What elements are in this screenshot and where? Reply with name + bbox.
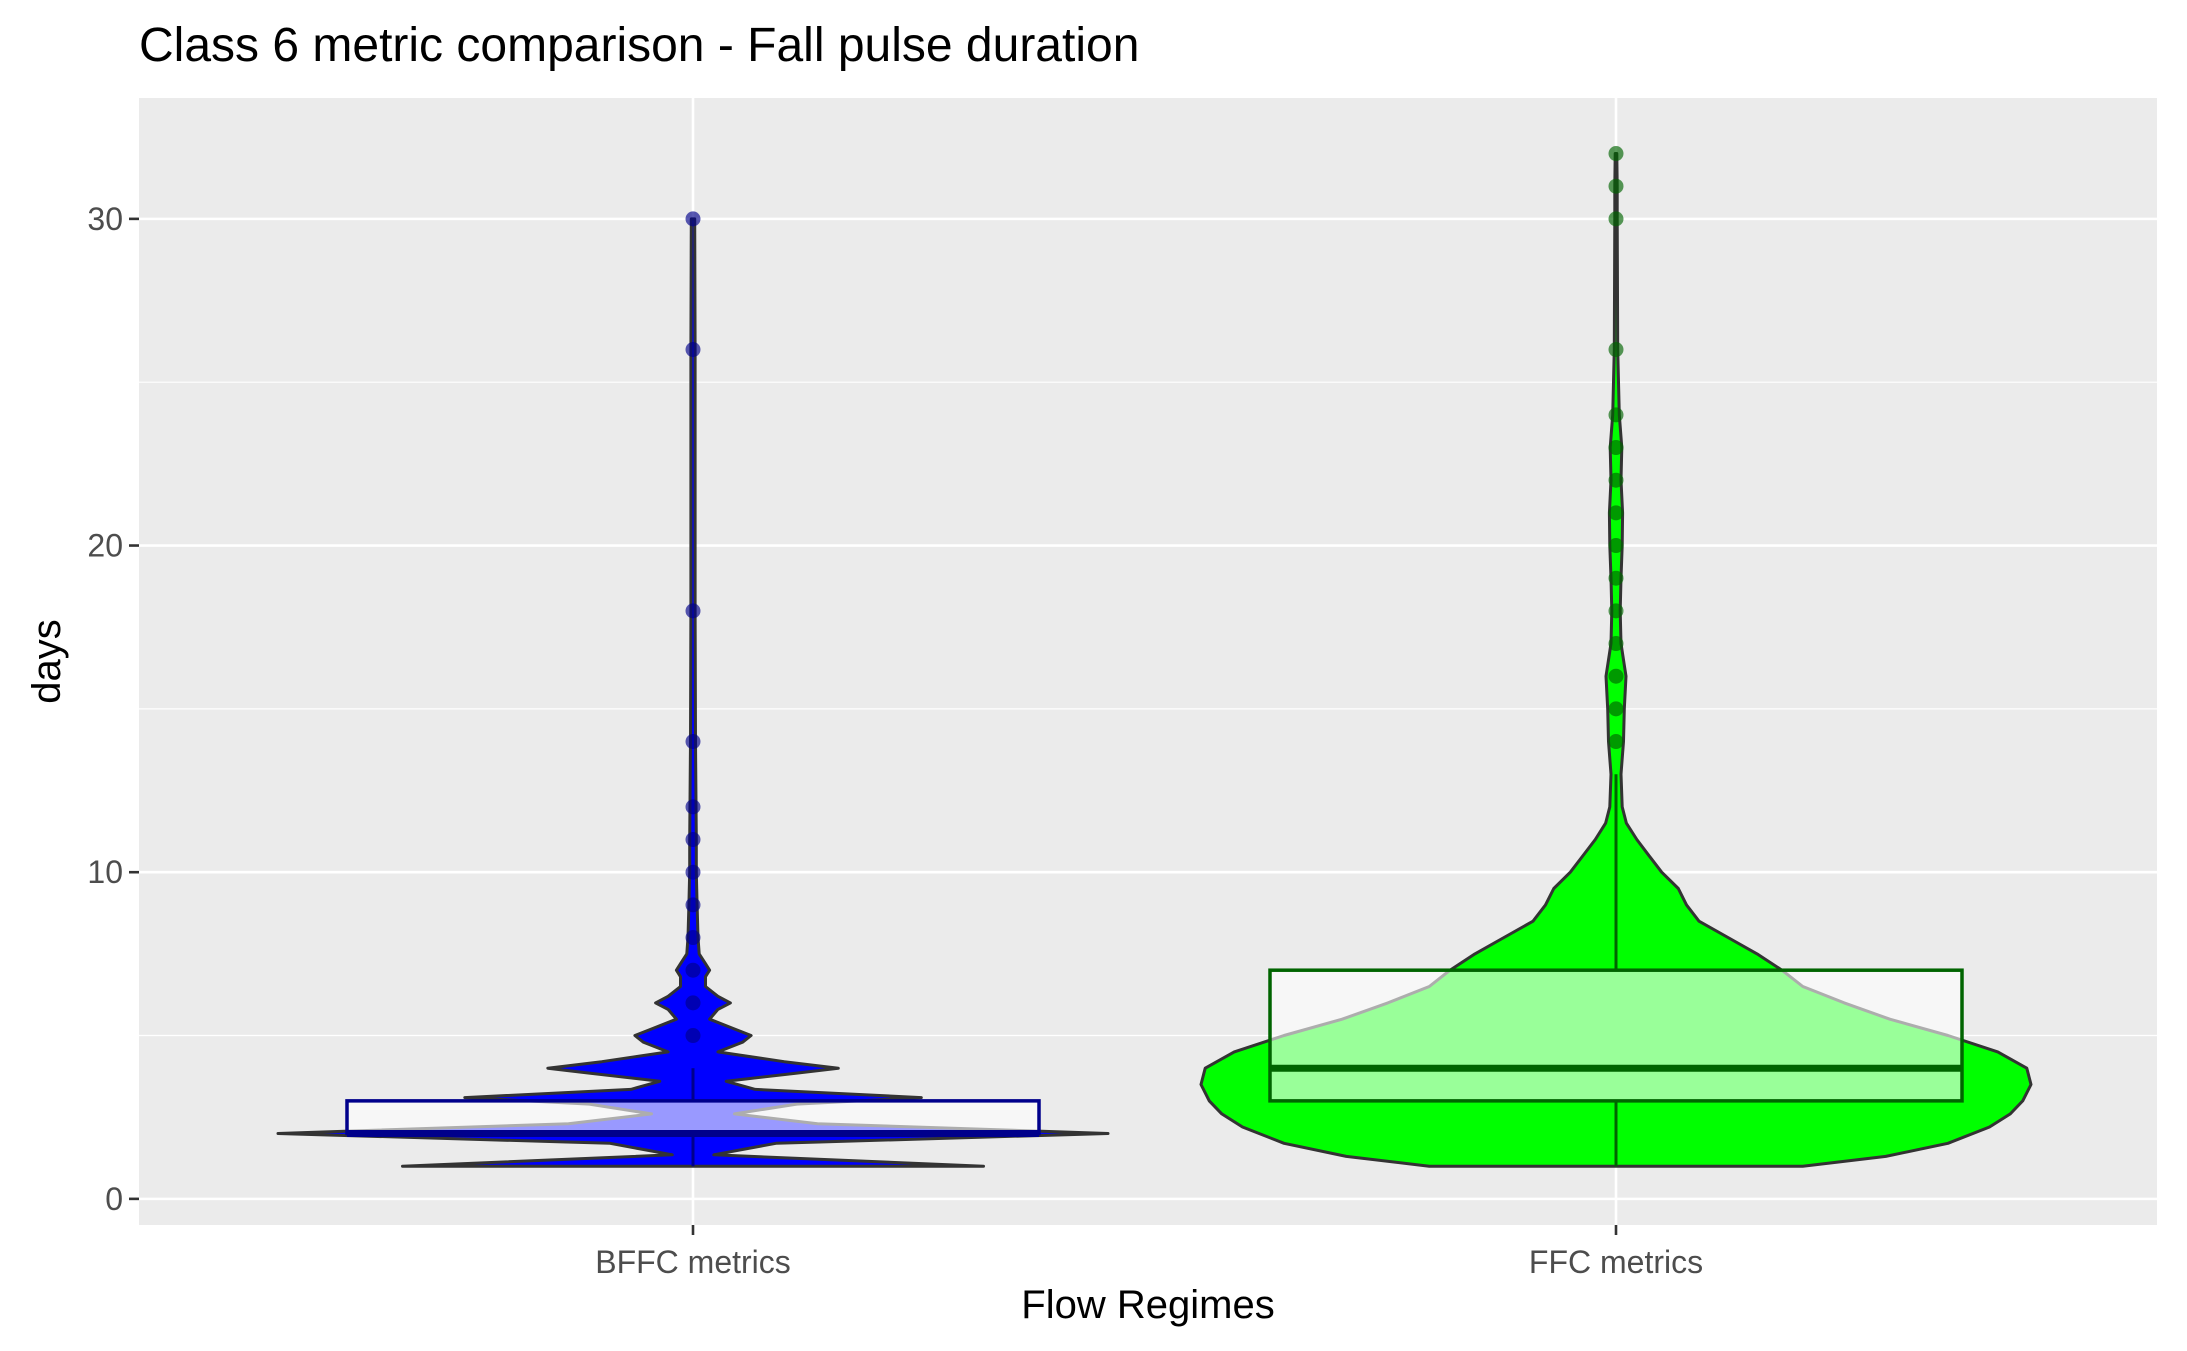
outlier-point	[685, 995, 701, 1011]
y-tick-label: 0	[105, 1181, 123, 1217]
outlier-point	[685, 603, 701, 619]
x-tick-label: BFFC metrics	[595, 1244, 791, 1280]
outlier-point	[1608, 211, 1624, 227]
boxplots	[345, 774, 1964, 1167]
outlier-point	[1608, 636, 1624, 652]
outlier-point	[1608, 538, 1624, 554]
y-axis-title: days	[25, 619, 69, 704]
box	[1268, 968, 1964, 1103]
outlier-point	[1608, 440, 1624, 456]
outlier-point	[1608, 734, 1624, 750]
outlier-point	[1608, 342, 1624, 358]
outlier-point	[1608, 701, 1624, 717]
axes: 0 10 20 30 BFFC metrics FFC metrics	[87, 201, 1703, 1280]
y-tick-label: 30	[87, 201, 123, 237]
outlier-point	[1608, 668, 1624, 684]
data-points	[685, 146, 1624, 1044]
outlier-point	[1608, 603, 1624, 619]
outlier-point	[685, 211, 701, 227]
outlier-point	[1608, 178, 1624, 194]
outlier-point	[685, 962, 701, 978]
outlier-point	[685, 734, 701, 750]
y-tick-label: 10	[87, 854, 123, 890]
outlier-point	[1608, 146, 1624, 162]
y-tick-label: 20	[87, 528, 123, 564]
outlier-point	[685, 832, 701, 848]
outlier-point	[685, 930, 701, 946]
chart-title: Class 6 metric comparison - Fall pulse d…	[139, 19, 1139, 72]
outlier-point	[685, 342, 701, 358]
outlier-point	[685, 864, 701, 880]
outlier-point	[685, 897, 701, 913]
x-axis-title: Flow Regimes	[1021, 1283, 1274, 1327]
box	[345, 1099, 1041, 1136]
outlier-point	[1608, 570, 1624, 586]
outlier-point	[1608, 472, 1624, 488]
outlier-point	[1608, 407, 1624, 423]
outlier-point	[1608, 505, 1624, 521]
x-tick-label: FFC metrics	[1529, 1244, 1703, 1280]
outlier-point	[685, 1028, 701, 1044]
outlier-point	[685, 799, 701, 815]
